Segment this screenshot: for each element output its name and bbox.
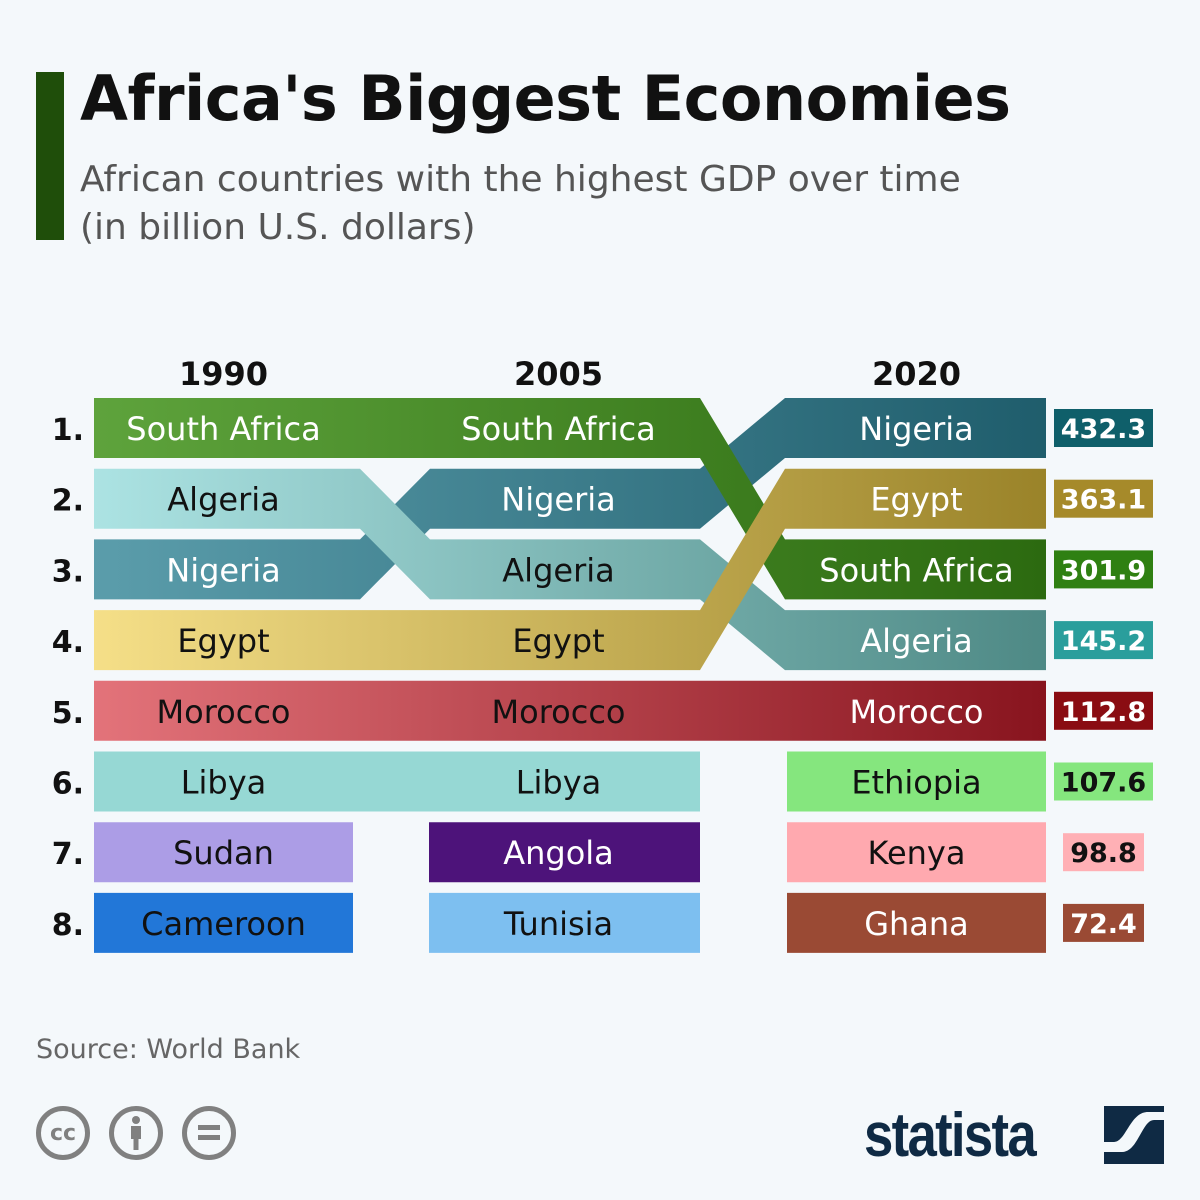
rank-label: 3. bbox=[52, 554, 84, 589]
band-cameroon bbox=[94, 892, 353, 953]
country-label: Libya bbox=[516, 764, 602, 802]
country-label: Morocco bbox=[850, 693, 984, 731]
value-label: 72.4 bbox=[1070, 909, 1137, 940]
country-label: Ethiopia bbox=[851, 764, 981, 802]
country-label: Nigeria bbox=[501, 481, 615, 519]
country-label: Egypt bbox=[177, 622, 269, 660]
band-egypt bbox=[94, 468, 1046, 671]
rank-label: 4. bbox=[52, 625, 84, 660]
band-libya bbox=[94, 751, 700, 812]
band-ethiopia bbox=[787, 751, 1046, 812]
country-label: Libya bbox=[181, 764, 267, 802]
country-label: South Africa bbox=[461, 410, 655, 448]
country-label: Algeria bbox=[860, 622, 972, 660]
attribution-icon[interactable] bbox=[109, 1106, 163, 1160]
country-label: Tunisia bbox=[503, 905, 613, 943]
source-note: Source: World Bank bbox=[36, 1034, 301, 1065]
page-title: Africa's Biggest Economies bbox=[80, 62, 1011, 135]
country-label: Angola bbox=[503, 834, 614, 872]
value-label: 363.1 bbox=[1061, 485, 1146, 516]
value-label: 112.8 bbox=[1061, 697, 1146, 728]
band-sudan bbox=[94, 822, 353, 883]
title-accent-bar bbox=[36, 72, 64, 240]
value-box bbox=[1054, 762, 1153, 801]
rank-label: 6. bbox=[52, 767, 84, 802]
country-label: South Africa bbox=[819, 551, 1013, 589]
statista-logo-mark-icon bbox=[1104, 1106, 1164, 1164]
country-label: South Africa bbox=[126, 410, 320, 448]
year-header-2005: 2005 bbox=[514, 355, 603, 393]
band-kenya bbox=[787, 822, 1046, 883]
country-label: Sudan bbox=[173, 834, 274, 872]
value-box bbox=[1054, 621, 1153, 660]
value-box bbox=[1063, 833, 1144, 872]
no-derivatives-icon[interactable] bbox=[182, 1106, 236, 1160]
band-tunisia bbox=[429, 892, 700, 953]
country-label: Egypt bbox=[870, 481, 962, 519]
year-header-1990: 1990 bbox=[179, 355, 268, 393]
rank-label: 8. bbox=[52, 908, 84, 943]
value-box bbox=[1054, 550, 1153, 589]
rank-label: 1. bbox=[52, 413, 84, 448]
band-algeria bbox=[94, 468, 1046, 671]
statista-logo[interactable]: statista bbox=[864, 1101, 1037, 1170]
value-box bbox=[1054, 479, 1153, 518]
value-label: 107.6 bbox=[1061, 768, 1146, 799]
country-label: Nigeria bbox=[859, 410, 973, 448]
cc-icon[interactable]: cc bbox=[36, 1106, 90, 1160]
value-label: 301.9 bbox=[1061, 555, 1146, 586]
band-ghana bbox=[787, 892, 1046, 953]
subtitle-line-2: (in billion U.S. dollars) bbox=[80, 207, 476, 248]
value-label: 432.3 bbox=[1061, 414, 1146, 445]
rank-label: 5. bbox=[52, 696, 84, 731]
band-morocco bbox=[94, 680, 1046, 741]
country-label: Morocco bbox=[492, 693, 626, 731]
bump-chart: 1990 South Africa Algeria Nigeria Egypt Moroc… bbox=[52, 355, 1153, 953]
country-label: Algeria bbox=[167, 481, 279, 519]
country-label: Algeria bbox=[502, 551, 614, 589]
country-label: Cameroon bbox=[141, 905, 306, 943]
value-label: 145.2 bbox=[1061, 626, 1146, 657]
rank-label: 7. bbox=[52, 837, 84, 872]
country-label: Kenya bbox=[868, 834, 966, 872]
country-label: Egypt bbox=[512, 622, 604, 660]
band-south-africa bbox=[94, 398, 1046, 600]
year-header-2020: 2020 bbox=[872, 355, 961, 393]
value-box bbox=[1054, 409, 1153, 447]
band-angola bbox=[429, 822, 700, 883]
country-label: Ghana bbox=[864, 905, 969, 943]
rank-label: 2. bbox=[52, 484, 84, 519]
country-label: Morocco bbox=[157, 693, 291, 731]
value-box bbox=[1063, 903, 1144, 942]
subtitle: African countries with the highest GDP o… bbox=[80, 156, 961, 252]
value-label: 98.8 bbox=[1070, 838, 1137, 869]
subtitle-line-1: African countries with the highest GDP o… bbox=[80, 159, 961, 200]
value-box bbox=[1054, 691, 1153, 730]
band-nigeria bbox=[94, 398, 1046, 600]
country-label: Nigeria bbox=[166, 551, 280, 589]
